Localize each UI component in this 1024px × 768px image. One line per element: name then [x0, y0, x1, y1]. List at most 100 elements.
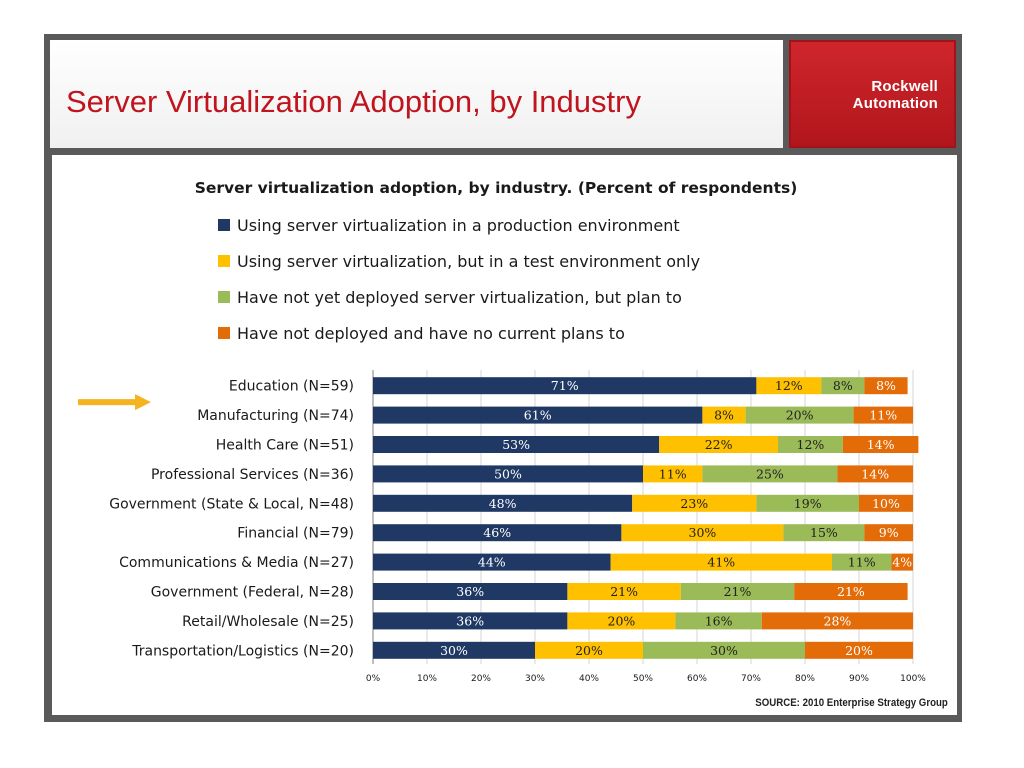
logo-line-2: Automation	[852, 95, 938, 112]
x-tick-label: 0%	[366, 674, 381, 684]
category-label: Financial (N=79)	[237, 526, 354, 542]
x-tick-label: 90%	[849, 674, 869, 684]
bar-segment	[621, 524, 784, 542]
bar-segment	[680, 583, 795, 600]
legend-label: Using server virtualization in a product…	[237, 216, 680, 235]
x-tick-label: 40%	[579, 674, 599, 684]
data-label: 8%	[714, 408, 734, 423]
data-label: 50%	[494, 466, 522, 481]
bar-segment	[373, 465, 643, 483]
bar-segment	[859, 494, 913, 512]
category-label: Professional Services (N=36)	[151, 467, 354, 483]
bar-segment	[373, 406, 703, 424]
data-label: 11%	[869, 408, 897, 423]
data-label: 61%	[524, 408, 552, 423]
data-label: 25%	[756, 466, 784, 481]
bar-segment	[842, 436, 919, 453]
bar-segment	[821, 377, 865, 395]
legend-swatch	[218, 327, 230, 339]
bar-segment	[832, 553, 892, 571]
bar-segment	[373, 524, 622, 542]
data-label: 36%	[456, 584, 484, 599]
legend-label: Have not yet deployed server virtualizat…	[237, 288, 682, 307]
x-tick-label: 70%	[741, 674, 761, 684]
chart-title: Server virtualization adoption, by indus…	[195, 179, 798, 197]
data-label: 30%	[440, 643, 468, 658]
data-label: 4%	[892, 555, 912, 570]
data-label: 19%	[794, 496, 822, 511]
bar-segment	[702, 465, 838, 483]
bar-segment	[794, 583, 908, 600]
bar-segment	[853, 406, 913, 424]
data-label: 23%	[680, 496, 708, 511]
data-label: 11%	[848, 555, 876, 570]
bar-segment	[745, 406, 854, 424]
bar-segment	[864, 377, 908, 395]
bar-segment	[891, 553, 913, 571]
bar-segment	[535, 641, 643, 659]
bar-segment	[373, 494, 633, 512]
category-label: Manufacturing (N=74)	[197, 408, 354, 424]
data-label: 21%	[837, 584, 865, 599]
data-label: 9%	[879, 525, 899, 540]
bar-segment	[778, 436, 843, 453]
bar-segment	[761, 612, 913, 630]
data-label: 41%	[707, 555, 735, 570]
data-label: 28%	[824, 613, 852, 628]
legend-swatch	[218, 255, 230, 267]
data-label: 20%	[786, 408, 814, 423]
legend-swatch	[218, 219, 230, 231]
bar-segment	[643, 641, 805, 659]
data-label: 20%	[845, 643, 873, 658]
category-label: Health Care (N=51)	[216, 438, 354, 454]
bar-segment	[837, 465, 913, 483]
data-label: 30%	[710, 643, 738, 658]
data-label: 15%	[810, 525, 838, 540]
data-label: 12%	[797, 437, 825, 452]
bar-segment	[864, 524, 913, 542]
legend-label: Have not deployed and have no current pl…	[237, 324, 625, 343]
bar-segment	[373, 553, 611, 571]
x-tick-label: 80%	[795, 674, 815, 684]
category-label: Communications & Media (N=27)	[119, 555, 354, 571]
category-label: Government (Federal, N=28)	[151, 585, 354, 601]
data-label: 48%	[489, 496, 517, 511]
bar-segment	[659, 436, 778, 453]
slide-title: Server Virtualization Adoption, by Indus…	[66, 84, 641, 119]
data-label: 8%	[876, 378, 896, 393]
category-label: Retail/Wholesale (N=25)	[182, 614, 354, 630]
x-tick-label: 20%	[471, 674, 491, 684]
bar-segment	[373, 436, 660, 453]
bar-segment	[756, 377, 822, 395]
data-label: 44%	[478, 555, 506, 570]
data-label: 14%	[867, 437, 895, 452]
data-label: 21%	[610, 584, 638, 599]
data-label: 46%	[483, 525, 511, 540]
data-label: 20%	[575, 643, 603, 658]
bar-segment	[756, 494, 859, 512]
category-label: Transportation/Logistics (N=20)	[131, 643, 354, 659]
data-label: 14%	[861, 466, 889, 481]
legend-swatch	[218, 291, 230, 303]
bar-segment	[632, 494, 757, 512]
bar-segment	[373, 583, 568, 600]
x-tick-label: 50%	[633, 674, 653, 684]
logo-line-1: Rockwell	[871, 78, 938, 95]
x-tick-label: 10%	[417, 674, 437, 684]
rockwell-logo: Rockwell Automation	[789, 40, 956, 148]
bar-segment	[675, 612, 762, 630]
data-label: 8%	[833, 378, 853, 393]
bar-segment	[373, 612, 568, 630]
data-label: 12%	[775, 378, 803, 393]
data-label: 71%	[551, 378, 579, 393]
x-tick-label: 60%	[687, 674, 707, 684]
source-note: SOURCE: 2010 Enterprise Strategy Group	[755, 697, 948, 709]
header-band	[50, 40, 783, 148]
data-label: 53%	[502, 437, 530, 452]
bar-segment	[783, 524, 865, 542]
x-tick-label: 30%	[525, 674, 545, 684]
bar-segment	[702, 406, 746, 424]
bar-segment	[567, 612, 676, 630]
bar-segment	[373, 377, 757, 395]
